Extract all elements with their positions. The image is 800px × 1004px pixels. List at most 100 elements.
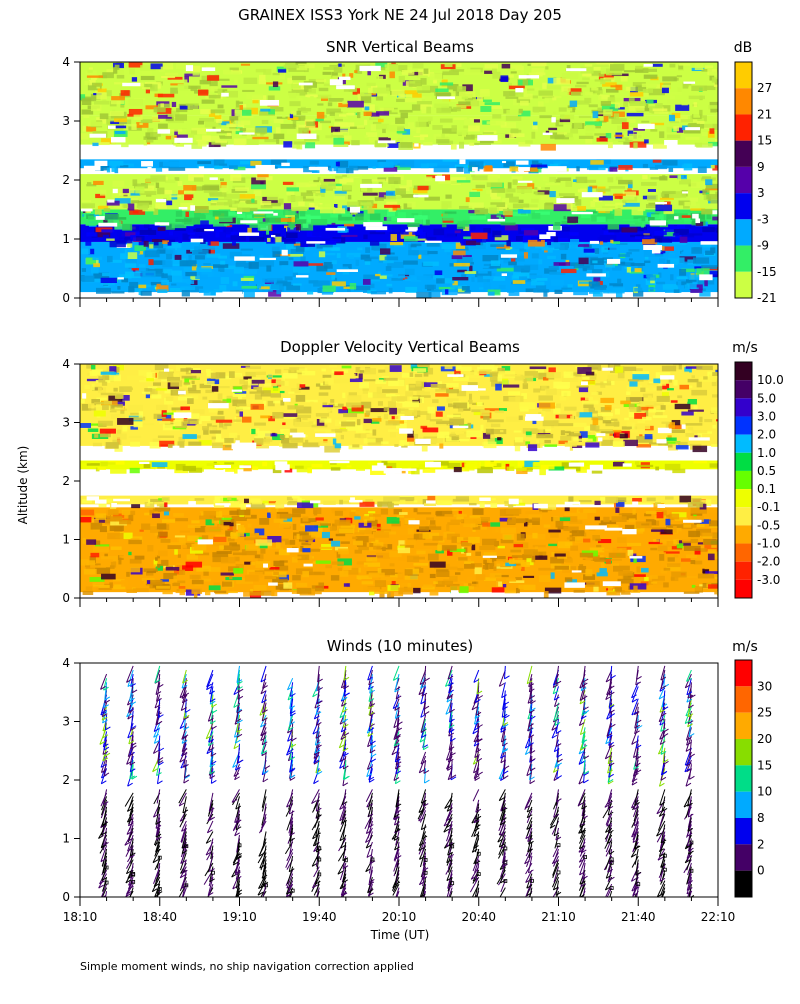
- doppler-texture-cell: [517, 534, 525, 541]
- doppler-texture-cell: [355, 550, 362, 554]
- snr-texture-cell: [276, 139, 279, 144]
- snr-texture-cell: [224, 128, 240, 131]
- doppler-texture-cell: [613, 430, 622, 433]
- snr-texture-cell: [342, 175, 347, 177]
- snr-colorbar-label: 3: [757, 186, 765, 200]
- doppler-texture-cell: [597, 572, 608, 576]
- snr-texture-cell: [618, 254, 630, 257]
- snr-texture-cell: [252, 137, 268, 139]
- snr-texture-cell: [328, 276, 331, 280]
- doppler-texture-cell: [605, 497, 618, 503]
- snr-texture-cell: [423, 142, 432, 145]
- snr-texture-cell: [561, 269, 576, 273]
- doppler-texture-cell: [339, 500, 343, 505]
- snr-texture-cell: [142, 87, 150, 89]
- doppler-texture-cell: [157, 564, 160, 568]
- snr-texture-cell: [597, 217, 606, 223]
- snr-texture-cell: [172, 102, 176, 107]
- snr-texture-cell: [607, 286, 613, 291]
- snr-texture-cell: [508, 74, 514, 77]
- doppler-texture-cell: [153, 382, 161, 385]
- doppler-texture-cell: [634, 574, 646, 577]
- doppler-texture-cell: [515, 566, 521, 569]
- doppler-data-gap: [509, 499, 519, 505]
- snr-texture-cell: [294, 261, 309, 266]
- doppler-data-gap: [660, 375, 674, 379]
- doppler-texture-cell: [653, 379, 660, 384]
- doppler-texture-cell: [629, 381, 637, 386]
- doppler-data-gap: [178, 391, 186, 395]
- doppler-texture-cell: [467, 576, 472, 583]
- snr-texture-cell: [487, 121, 496, 124]
- snr-texture-cell: [715, 139, 727, 141]
- snr-texture-cell: [131, 200, 138, 203]
- doppler-texture-cell: [564, 372, 574, 378]
- doppler-texture-cell: [382, 547, 386, 551]
- snr-texture-cell: [667, 135, 681, 139]
- snr-texture-cell: [408, 122, 414, 129]
- doppler-texture-cell: [350, 378, 363, 382]
- doppler-texture-cell: [191, 588, 202, 594]
- snr-texture-cell: [188, 233, 195, 235]
- doppler-texture-cell: [150, 442, 161, 449]
- doppler-texture-cell: [216, 433, 222, 439]
- snr-texture-cell: [357, 248, 362, 251]
- snr-texture-cell: [496, 215, 501, 217]
- snr-texture-cell: [309, 208, 315, 210]
- doppler-texture-cell: [252, 466, 258, 470]
- snr-texture-cell: [579, 258, 589, 264]
- doppler-texture-cell: [679, 496, 691, 503]
- snr-texture-cell: [311, 219, 327, 225]
- snr-texture-cell: [319, 88, 329, 91]
- snr-texture-cell: [626, 87, 630, 91]
- snr-data-gap: [111, 137, 126, 142]
- doppler-texture-cell: [693, 461, 707, 463]
- doppler-texture-cell: [144, 464, 151, 468]
- doppler-texture-cell: [152, 462, 168, 467]
- snr-texture-cell: [635, 236, 651, 239]
- doppler-texture-cell: [153, 551, 157, 558]
- doppler-texture-cell: [548, 367, 555, 372]
- doppler-texture-cell: [590, 377, 597, 380]
- snr-texture-cell: [400, 160, 414, 167]
- doppler-texture-cell: [650, 534, 656, 537]
- doppler-texture-cell: [684, 592, 700, 594]
- snr-texture-cell: [612, 139, 625, 142]
- snr-texture-cell: [602, 228, 605, 230]
- doppler-texture-cell: [666, 437, 677, 440]
- snr-texture-cell: [577, 206, 586, 211]
- snr-texture-cell: [328, 102, 332, 106]
- snr-texture-cell: [445, 195, 451, 199]
- snr-texture-cell: [483, 276, 494, 279]
- snr-texture-cell: [170, 88, 178, 94]
- snr-texture-cell: [575, 85, 586, 87]
- snr-data-gap: [582, 192, 603, 197]
- doppler-texture-cell: [662, 383, 667, 386]
- doppler-texture-cell: [528, 444, 537, 451]
- doppler-texture-cell: [237, 404, 247, 406]
- doppler-texture-cell: [133, 588, 149, 592]
- doppler-texture-cell: [565, 577, 572, 581]
- snr-texture-cell: [134, 115, 143, 120]
- doppler-texture-cell: [391, 396, 407, 401]
- snr-texture-cell: [652, 64, 663, 67]
- doppler-texture-cell: [515, 437, 523, 442]
- snr-texture-cell: [112, 109, 115, 111]
- snr-texture-cell: [336, 287, 344, 292]
- snr-texture-cell: [654, 111, 668, 113]
- snr-texture-cell: [391, 185, 395, 191]
- snr-texture-cell: [452, 277, 468, 280]
- snr-texture-cell: [365, 247, 370, 253]
- snr-texture-cell: [482, 255, 498, 261]
- snr-texture-cell: [203, 263, 211, 265]
- doppler-texture-cell: [688, 427, 693, 431]
- snr-panel: SNR Vertical Beams dB 0123427211593-3-9-…: [62, 38, 776, 307]
- snr-texture-cell: [424, 69, 429, 74]
- snr-texture-cell: [627, 267, 631, 273]
- snr-texture-cell: [282, 115, 285, 118]
- doppler-texture-cell: [510, 550, 521, 553]
- doppler-texture-cell: [531, 555, 535, 562]
- snr-texture-cell: [492, 114, 501, 118]
- doppler-texture-cell: [188, 442, 201, 446]
- snr-texture-cell: [506, 188, 515, 192]
